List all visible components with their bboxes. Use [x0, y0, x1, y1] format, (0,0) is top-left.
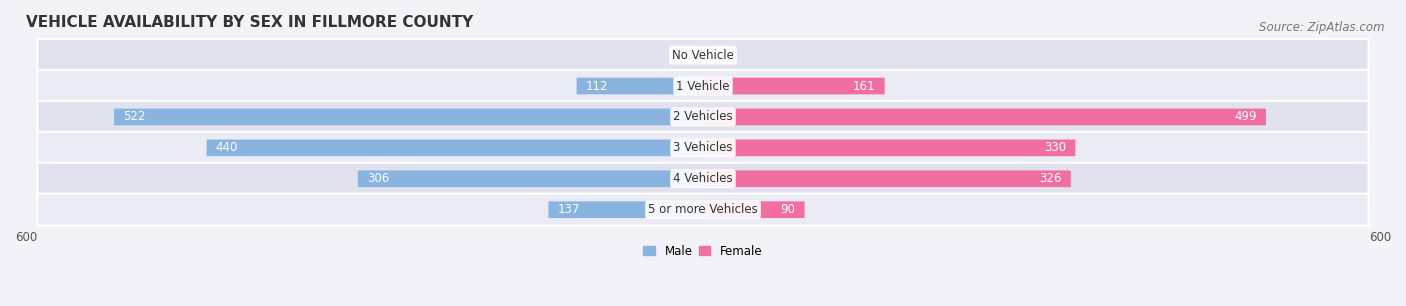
Text: 330: 330: [1045, 141, 1066, 154]
FancyBboxPatch shape: [38, 163, 1368, 195]
FancyBboxPatch shape: [38, 101, 1368, 133]
Text: 306: 306: [367, 172, 389, 185]
Text: 522: 522: [124, 110, 145, 123]
FancyBboxPatch shape: [38, 194, 1368, 226]
Text: 5 or more Vehicles: 5 or more Vehicles: [648, 203, 758, 216]
FancyBboxPatch shape: [114, 109, 703, 125]
FancyBboxPatch shape: [548, 201, 703, 218]
Text: 499: 499: [1234, 110, 1257, 123]
Text: 3 Vehicles: 3 Vehicles: [673, 141, 733, 154]
FancyBboxPatch shape: [207, 140, 703, 156]
Text: 112: 112: [586, 80, 609, 92]
Text: 161: 161: [853, 80, 876, 92]
Text: 3: 3: [713, 49, 720, 62]
FancyBboxPatch shape: [703, 109, 1265, 125]
Text: 137: 137: [557, 203, 579, 216]
Text: 440: 440: [215, 141, 238, 154]
Text: 3: 3: [686, 49, 693, 62]
Text: 326: 326: [1039, 172, 1062, 185]
Text: Source: ZipAtlas.com: Source: ZipAtlas.com: [1260, 21, 1385, 34]
Text: No Vehicle: No Vehicle: [672, 49, 734, 62]
FancyBboxPatch shape: [576, 78, 703, 94]
Text: 90: 90: [780, 203, 796, 216]
FancyBboxPatch shape: [703, 47, 706, 63]
FancyBboxPatch shape: [703, 201, 804, 218]
Text: 2 Vehicles: 2 Vehicles: [673, 110, 733, 123]
FancyBboxPatch shape: [38, 132, 1368, 164]
FancyBboxPatch shape: [703, 78, 884, 94]
FancyBboxPatch shape: [38, 39, 1368, 71]
FancyBboxPatch shape: [357, 170, 703, 187]
Text: VEHICLE AVAILABILITY BY SEX IN FILLMORE COUNTY: VEHICLE AVAILABILITY BY SEX IN FILLMORE …: [27, 15, 474, 30]
FancyBboxPatch shape: [38, 70, 1368, 102]
FancyBboxPatch shape: [703, 140, 1076, 156]
Text: 1 Vehicle: 1 Vehicle: [676, 80, 730, 92]
FancyBboxPatch shape: [703, 170, 1071, 187]
Text: 4 Vehicles: 4 Vehicles: [673, 172, 733, 185]
Legend: Male, Female: Male, Female: [638, 240, 768, 262]
FancyBboxPatch shape: [700, 47, 703, 63]
